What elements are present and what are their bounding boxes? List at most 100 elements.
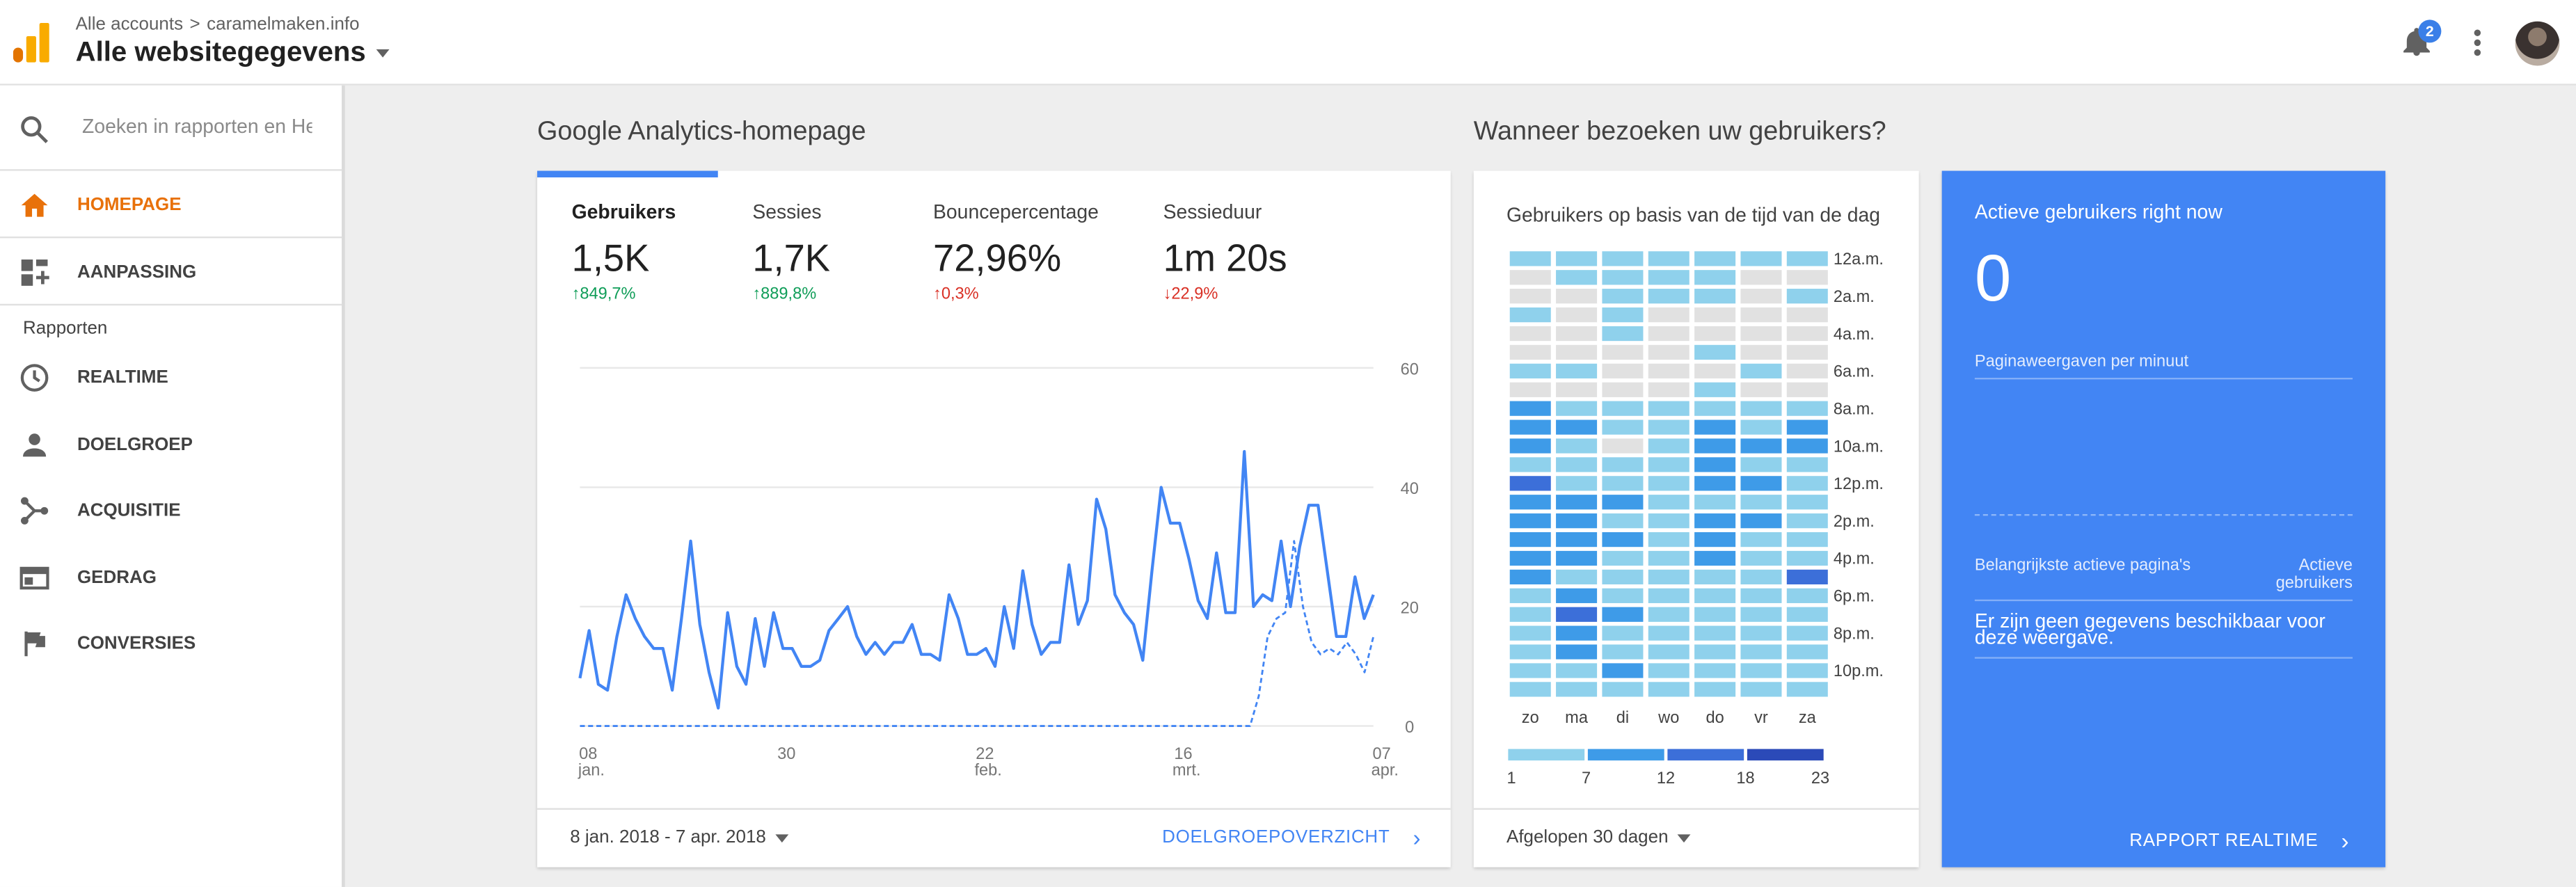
- heatmap-cell: [1556, 363, 1598, 378]
- heatmap-cell: [1648, 270, 1689, 285]
- heatmap-cell: [1509, 326, 1551, 342]
- x-tick-label: 22: [976, 745, 994, 763]
- x-tick-month-label: jan.: [578, 761, 605, 779]
- metric-tab-sessions[interactable]: Sessies 1,7K ↑889,8%: [752, 200, 830, 304]
- analytics-logo-icon: [13, 23, 49, 63]
- sidebar-item-label: DOELGROEP: [77, 435, 193, 455]
- heatmap-cell: [1648, 569, 1689, 585]
- heatmap-cell: [1602, 588, 1644, 603]
- link-label: RAPPORT REALTIME: [2129, 831, 2319, 851]
- sidebar-item-conversions[interactable]: CONVERSIES: [0, 611, 342, 676]
- active-users-header: Actieve gebruikers: [2275, 557, 2353, 593]
- metric-tab-users[interactable]: Gebruikers 1,5K ↑849,7%: [572, 200, 676, 304]
- heatmap-cell: [1556, 495, 1598, 510]
- heatmap-cell: [1556, 644, 1598, 660]
- heatmap-cell: [1509, 663, 1551, 678]
- heatmap-cell: [1509, 476, 1551, 491]
- sidebar-item-homepage[interactable]: HOMEPAGE: [0, 173, 342, 238]
- top-header: Alle accounts > caramelmaken.info Alle w…: [0, 0, 2576, 86]
- search-input[interactable]: [79, 113, 316, 140]
- heatmap-cell: [1694, 607, 1736, 622]
- hour-label: 10p.m.: [1834, 662, 1884, 680]
- heatmap-cell: [1694, 495, 1736, 510]
- pageviews-per-minute-label: Paginaweergaven per minuut: [1974, 353, 2189, 371]
- sidebar-item-customization[interactable]: AANPASSING: [0, 240, 342, 305]
- heatmap-cell: [1602, 307, 1644, 323]
- property-selector[interactable]: Alle websitegegevens: [76, 36, 389, 69]
- sidebar-item-audience[interactable]: DOELGROEP: [0, 413, 342, 478]
- heatmap-cell: [1556, 344, 1598, 360]
- heatmap-cell: [1740, 307, 1782, 323]
- hour-label: 4p.m.: [1834, 550, 1875, 568]
- heatmap-cell: [1740, 344, 1782, 360]
- metric-tab-bounce-rate[interactable]: Bouncepercentage 72,96% ↑0,3%: [933, 200, 1099, 304]
- legend-swatch: [1747, 749, 1824, 761]
- more-options-icon[interactable]: [2464, 26, 2490, 59]
- heatmap-cell: [1602, 251, 1644, 266]
- metric-change: ↓22,9%: [1163, 285, 1218, 304]
- sidebar-item-acquisition[interactable]: ACQUISITIE: [0, 478, 342, 543]
- date-range-selector[interactable]: 8 jan. 2018 - 7 apr. 2018: [570, 828, 789, 847]
- sidebar-item-realtime[interactable]: REALTIME: [0, 345, 342, 410]
- heatmap-cell: [1648, 363, 1689, 378]
- heatmap-cell: [1740, 438, 1782, 454]
- heatmap-cell: [1556, 457, 1598, 472]
- heatmap-cell: [1786, 644, 1828, 660]
- heatmap-cell: [1602, 550, 1644, 566]
- heatmap-cell: [1602, 326, 1644, 342]
- heatmap-cell: [1740, 644, 1782, 660]
- heatmap-cell: [1509, 307, 1551, 323]
- heatmap-cell: [1648, 326, 1689, 342]
- heatmap-cell: [1602, 457, 1644, 472]
- selected-tab-indicator: [537, 170, 718, 177]
- heatmap-cell: [1509, 495, 1551, 510]
- heatmap-cell: [1556, 326, 1598, 342]
- user-avatar[interactable]: [2515, 21, 2560, 66]
- heatmap-cell: [1556, 682, 1598, 697]
- heatmap-cell: [1602, 270, 1644, 285]
- heatmap-cell: [1694, 363, 1736, 378]
- heatmap-cell: [1694, 326, 1736, 342]
- heatmap-cell: [1694, 569, 1736, 585]
- heatmap-cell: [1556, 401, 1598, 416]
- realtime-report-link[interactable]: RAPPORT REALTIME ›: [2129, 829, 2349, 852]
- heatmap-cell: [1786, 438, 1828, 454]
- heatmap-cell: [1556, 251, 1598, 266]
- audience-overview-link[interactable]: DOELGROEPOVERZICHT ›: [1162, 825, 1421, 848]
- heatmap-cell: [1694, 307, 1736, 323]
- heatmap-cell: [1740, 569, 1782, 585]
- heatmap-cell: [1740, 495, 1782, 510]
- top-pages-header: Belangrijkste actieve pagina's: [1974, 557, 2191, 575]
- heatmap-cell: [1786, 663, 1828, 678]
- breadcrumb-site[interactable]: caramelmaken.info: [207, 15, 360, 35]
- heatmap-cell: [1694, 644, 1736, 660]
- heatmap-cell: [1509, 588, 1551, 603]
- heatmap-cell: [1694, 419, 1736, 435]
- heatmap-cell: [1694, 438, 1736, 454]
- users-by-time-heatmap: 12a.m. 2a.m. 4a.m. 6a.m. 8a.m. 10a.m. 12p.m. 2p…: [1507, 250, 1884, 788]
- heatmap-cell: [1648, 382, 1689, 397]
- heatmap-range-selector[interactable]: Afgelopen 30 dagen: [1506, 828, 1692, 847]
- realtime-title: Actieve gebruikers right now: [1974, 200, 2223, 224]
- heatmap-cell: [1648, 607, 1689, 622]
- metric-change: ↑889,8%: [752, 285, 817, 304]
- heatmap-cell: [1602, 682, 1644, 697]
- heatmap-cell: [1786, 289, 1828, 304]
- breadcrumb-account[interactable]: Alle accounts: [75, 15, 184, 35]
- heatmap-cell: [1740, 251, 1782, 266]
- heatmap-cell: [1556, 513, 1598, 529]
- heatmap-cell: [1509, 682, 1551, 697]
- day-label: wo: [1657, 709, 1679, 727]
- heatmap-cell: [1786, 326, 1828, 342]
- heatmap-cell: [1786, 532, 1828, 548]
- hour-label: 12p.m.: [1834, 475, 1884, 493]
- sidebar-item-behavior[interactable]: GEDRAG: [0, 545, 342, 611]
- heatmap-cell: [1556, 607, 1598, 622]
- heatmap-cell: [1556, 289, 1598, 304]
- heatmap-cell: [1509, 289, 1551, 304]
- metric-tab-session-duration[interactable]: Sessieduur 1m 20s ↓22,9%: [1163, 200, 1287, 304]
- heatmap-cell: [1786, 457, 1828, 472]
- day-label: di: [1616, 709, 1629, 727]
- heatmap-cell: [1509, 401, 1551, 416]
